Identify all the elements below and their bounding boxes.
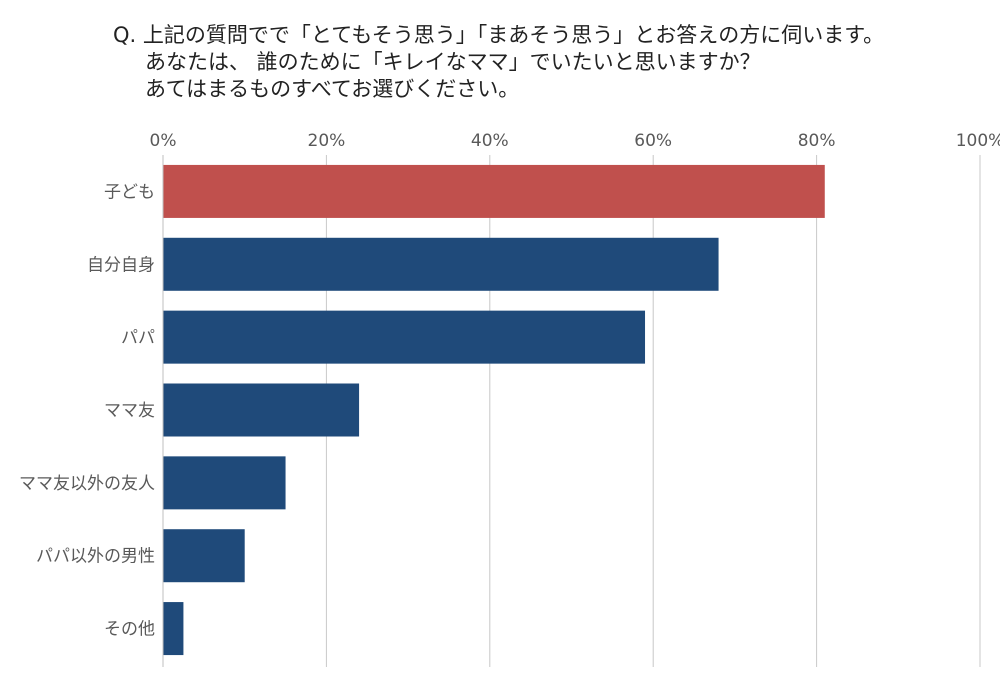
bar — [163, 456, 286, 510]
category-label: パパ以外の男性 — [36, 547, 155, 567]
category-label: パパ — [121, 328, 155, 348]
category-label: 自分自身 — [87, 255, 155, 275]
x-tick-label: 20% — [308, 131, 346, 151]
question-line-3: あてはまるものすべてお選びください。 — [145, 77, 520, 101]
bar — [163, 602, 184, 656]
category-label: 子ども — [104, 182, 155, 202]
category-label: その他 — [104, 620, 155, 640]
question-text: Q. 上記の質問でで「とてもそう思う」「まあそう思う」とお答えの方に伺います。 … — [113, 22, 884, 103]
x-tick-label: 80% — [798, 131, 836, 151]
bar — [163, 164, 825, 218]
bar — [163, 237, 719, 291]
bar — [163, 529, 245, 583]
category-label: ママ友 — [104, 401, 155, 421]
question-line-2: あなたは、 誰のために「キレイなママ」でいたいと思いますか？ — [145, 50, 761, 74]
question-line-1: Q. 上記の質問でで「とてもそう思う」「まあそう思う」とお答えの方に伺います。 — [113, 23, 885, 47]
x-tick-label: 60% — [634, 131, 672, 151]
bar — [163, 310, 646, 364]
x-tick-label: 100% — [956, 131, 1000, 151]
category-label: ママ友以外の友人 — [19, 474, 155, 494]
x-tick-label: 40% — [471, 131, 509, 151]
bar — [163, 383, 360, 437]
x-tick-label: 0% — [150, 131, 177, 151]
